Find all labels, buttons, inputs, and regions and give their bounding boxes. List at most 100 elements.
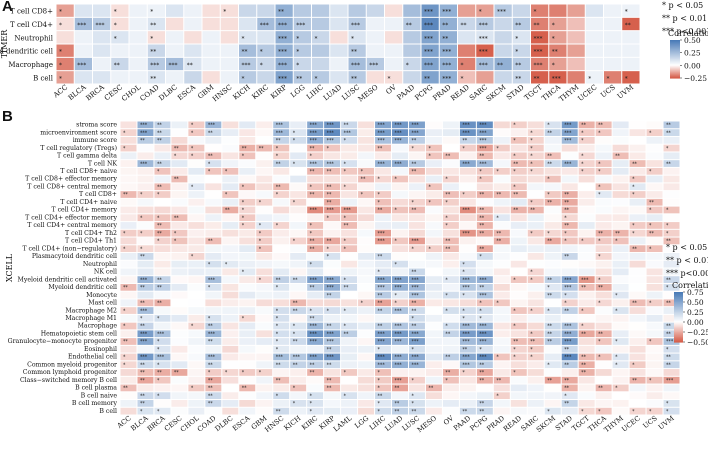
row-label: T cell CD8+ — [10, 8, 53, 16]
significance-stars: ** — [547, 130, 552, 136]
heatmap-cell — [154, 214, 171, 222]
heatmap-cell — [222, 253, 239, 260]
heatmap-cell — [239, 392, 256, 400]
heatmap-cell — [239, 283, 256, 291]
significance-legend-item: * p < 0.05 — [666, 243, 707, 252]
heatmap-cell — [273, 198, 290, 206]
heatmap-cell — [493, 384, 510, 392]
heatmap-cell — [137, 121, 154, 129]
significance-stars: *** — [140, 339, 148, 345]
heatmap-cell — [476, 237, 493, 245]
heatmap-cell — [293, 71, 311, 84]
heatmap-cell — [442, 229, 459, 237]
heatmap-cell — [663, 268, 680, 276]
heatmap-cell — [425, 353, 442, 361]
significance-stars: * — [276, 285, 279, 291]
significance-stars: *** — [327, 277, 335, 283]
significance-stars: * — [598, 239, 601, 245]
column-label: ACC — [51, 83, 69, 100]
significance-stars: ** — [276, 161, 281, 167]
heatmap-cell — [111, 17, 129, 31]
heatmap-cell — [375, 353, 392, 361]
heatmap-cell — [222, 191, 239, 198]
heatmap-cell — [561, 384, 578, 392]
heatmap-cell — [358, 152, 375, 160]
significance-stars: *** — [296, 22, 305, 29]
heatmap-cell — [188, 260, 205, 268]
colorbar-segment — [674, 325, 683, 328]
heatmap-cell — [403, 71, 421, 84]
significance-stars: ** — [547, 239, 552, 245]
significance-stars: ** — [598, 231, 603, 237]
heatmap-cell — [375, 129, 392, 136]
heatmap-cell — [425, 229, 442, 237]
heatmap-cell — [330, 44, 348, 57]
heatmap-cell — [341, 299, 358, 307]
heatmap-cell — [205, 206, 222, 214]
heatmap-cell — [256, 376, 273, 384]
heatmap-cell — [205, 400, 222, 407]
heatmap-cell — [222, 345, 239, 353]
heatmap-cell — [578, 345, 595, 353]
heatmap-cell — [578, 338, 595, 345]
heatmap-cell — [493, 144, 510, 152]
heatmap-cell — [561, 338, 578, 345]
heatmap-cell — [137, 361, 154, 369]
heatmap-cell — [595, 353, 612, 361]
significance-stars: * — [242, 270, 245, 276]
heatmap-cell — [154, 136, 171, 144]
heatmap-cell — [476, 276, 493, 283]
heatmap-cell — [493, 245, 510, 253]
heatmap-cell — [171, 152, 188, 160]
heatmap-cell — [527, 299, 544, 307]
heatmap-cell — [120, 175, 137, 183]
significance-stars: ** — [208, 386, 213, 392]
heatmap-cell — [425, 283, 442, 291]
heatmap-cell — [154, 167, 171, 175]
heatmap-cell — [646, 345, 663, 353]
heatmap-cell — [595, 175, 612, 183]
heatmap-cell — [171, 175, 188, 183]
heatmap-cell — [375, 314, 392, 322]
heatmap-cell — [612, 144, 629, 152]
row-label: NK cell — [94, 269, 117, 276]
colorbar-segment — [670, 65, 680, 68]
heatmap-cell — [459, 299, 476, 307]
row-label: T cell CD4+ — [10, 21, 53, 29]
heatmap-cell — [358, 175, 375, 183]
significance-stars: * — [114, 9, 117, 16]
significance-stars: ** — [564, 347, 569, 353]
colorbar-segment — [674, 304, 683, 307]
heatmap-cell — [375, 283, 392, 291]
significance-stars: ** — [310, 146, 315, 152]
heatmap-cell — [493, 152, 510, 160]
significance-stars: *** — [344, 130, 352, 136]
heatmap-cell — [220, 31, 238, 44]
heatmap-cell — [385, 31, 403, 44]
significance-stars: *** — [310, 138, 318, 144]
heatmap-cell — [493, 260, 510, 268]
significance-stars: ** — [395, 409, 400, 415]
significance-stars: *** — [462, 362, 470, 368]
colorbar-segment — [670, 52, 680, 54]
heatmap-cell — [595, 268, 612, 276]
heatmap-cell — [366, 57, 384, 71]
heatmap-cell — [595, 283, 612, 291]
heatmap-cell — [646, 307, 663, 314]
significance-stars: ** — [140, 324, 145, 330]
heatmap-cell — [307, 152, 324, 160]
significance-stars: * — [140, 192, 143, 198]
significance-stars: *** — [411, 277, 419, 283]
significance-stars: ** — [293, 339, 298, 345]
heatmap-cell — [561, 206, 578, 214]
heatmap-cell — [442, 345, 459, 353]
heatmap-cell — [137, 253, 154, 260]
heatmap-cell — [510, 345, 527, 353]
heatmap-cell — [74, 31, 92, 44]
heatmap-cell — [188, 291, 205, 299]
heatmap-cell — [385, 71, 403, 84]
significance-stars: ** — [666, 277, 671, 283]
heatmap-cell — [595, 245, 612, 253]
heatmap-cell — [188, 167, 205, 175]
heatmap-cell — [358, 291, 375, 299]
